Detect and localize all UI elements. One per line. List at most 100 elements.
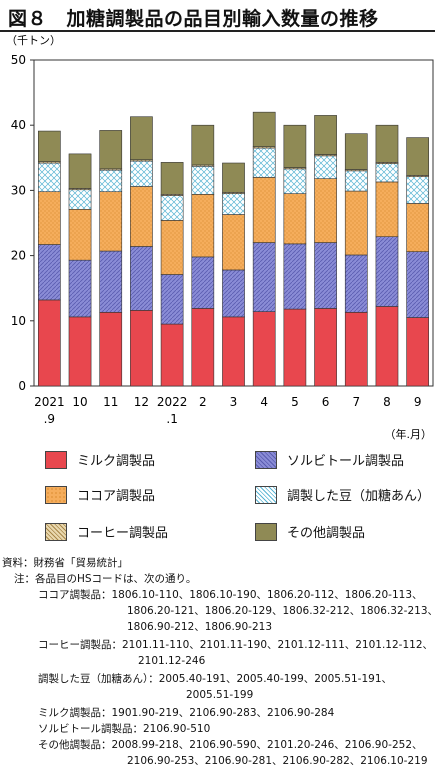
y-tick-label: 50 bbox=[11, 53, 26, 67]
x-tick-label: 5 bbox=[291, 395, 299, 409]
bar-segment-other bbox=[37, 130, 61, 163]
bar-segment-bean bbox=[283, 168, 307, 194]
y-tick-label: 20 bbox=[11, 249, 26, 263]
bar-segment-bean bbox=[375, 163, 399, 183]
bar-segment-bean bbox=[68, 189, 92, 210]
bar-segment-sorbitol bbox=[222, 269, 245, 318]
bar-segment-sorbitol bbox=[191, 256, 215, 309]
bar-segment-sorbitol bbox=[406, 251, 430, 318]
bar-segment-other bbox=[252, 111, 276, 148]
legend-swatch-coffee bbox=[45, 522, 67, 541]
bar-segment-milk bbox=[191, 308, 215, 387]
legend-label-coffee: コーヒー調製品 bbox=[77, 526, 169, 541]
legend-item-other: その他調製品 bbox=[255, 522, 365, 541]
title-underline bbox=[0, 30, 435, 32]
x-tick-label: 8 bbox=[383, 395, 391, 409]
bar-segment-milk bbox=[37, 299, 61, 387]
bar-segment-bean bbox=[222, 193, 245, 215]
legend-swatch-bean bbox=[255, 485, 277, 504]
bar-segment-milk bbox=[160, 323, 184, 387]
bar-segment-bean bbox=[406, 176, 430, 204]
y-tick-label: 0 bbox=[18, 379, 26, 393]
bar-segment-other bbox=[314, 115, 337, 155]
bar-segment-other bbox=[344, 133, 368, 170]
legend-label-sorbitol: ソルビトール調製品 bbox=[287, 454, 405, 469]
bar-segment-cocoa bbox=[130, 186, 153, 247]
bar-segment-sorbitol bbox=[68, 259, 92, 318]
coffee-hs-codes-line-1: コーヒー調製品：2101.11-110、2101.11-190、2101.12-… bbox=[38, 639, 434, 651]
bar-segment-other bbox=[406, 137, 430, 176]
chart-area: （千トン） （年.月） 0 10 20 30 40 50 2021 .9 10 11 12 2022.… bbox=[6, 34, 434, 440]
legend-swatch-sorbitol bbox=[255, 450, 277, 469]
bar-segment-cocoa bbox=[191, 194, 215, 258]
bar-segment-bean bbox=[99, 169, 123, 193]
bar-segment-cocoa bbox=[160, 220, 184, 275]
legend: ミルク調製品 ソルビトール調製品 ココア調製品 調製した豆（加糖あん） コーヒー… bbox=[0, 440, 435, 560]
x-tick-label: 2 bbox=[199, 395, 207, 409]
chart-title: 図８ 加糖調製品の品目別輸入数量の推移 bbox=[8, 8, 379, 30]
bar-segment-other bbox=[375, 124, 399, 163]
x-unit-label: （年.月） bbox=[385, 427, 433, 440]
bar-segment-sorbitol bbox=[99, 250, 123, 313]
bar-segment-bean bbox=[314, 155, 337, 179]
legend-swatch-milk bbox=[45, 450, 67, 469]
legend-item-coffee: コーヒー調製品 bbox=[45, 522, 168, 541]
bar-segment-sorbitol bbox=[375, 236, 399, 307]
bean-hs-codes-line-2: 2005.51-199 bbox=[186, 689, 254, 701]
x-tick-label: 12 bbox=[134, 395, 149, 409]
x-tick-label: .9 bbox=[44, 412, 55, 426]
bar-segment-bean bbox=[130, 160, 153, 187]
x-tick-label: 9 bbox=[414, 395, 422, 409]
other-hs-codes-line-1: その他調製品：2008.99-218、2106.90-590、2101.20-2… bbox=[38, 739, 423, 751]
bar-segment-cocoa bbox=[68, 209, 92, 261]
bar-segment-other bbox=[68, 153, 92, 189]
y-tick-label: 40 bbox=[11, 118, 26, 132]
legend-swatch-other bbox=[255, 522, 277, 541]
legend-label-cocoa: ココア調製品 bbox=[77, 489, 156, 504]
bar-segment-sorbitol bbox=[37, 244, 61, 301]
bar-segment-bean bbox=[191, 165, 215, 195]
bar-segment-milk bbox=[68, 316, 92, 387]
cocoa-hs-codes-line-1: ココア調製品：1806.10-110、1806.10-190、1806.20-1… bbox=[38, 589, 423, 601]
legend-label-bean: 調製した豆（加糖あん） bbox=[287, 489, 431, 504]
coffee-hs-codes-line-2: 2101.12-246 bbox=[138, 655, 206, 667]
bar-segment-other bbox=[283, 124, 307, 168]
x-tick-label: 11 bbox=[103, 395, 118, 409]
bar-segment-other bbox=[130, 116, 153, 161]
y-unit-label: （千トン） bbox=[6, 34, 61, 47]
bar-segment-milk bbox=[252, 311, 276, 387]
hs-code-note-heading: 注：各品目のHSコードは、次の通り。 bbox=[14, 573, 197, 585]
bar-segment-milk bbox=[283, 308, 307, 387]
bar-segment-milk bbox=[314, 308, 337, 387]
legend-swatch-cocoa bbox=[45, 485, 67, 504]
plot-area: 0 10 20 30 40 50 2021 .9 10 11 12 2022 .1 2 3 4 5 6 7 8 9 bbox=[11, 53, 434, 426]
bar-segment-cocoa bbox=[99, 191, 123, 252]
bar-segment-cocoa bbox=[344, 190, 368, 256]
x-tick-label: 7 bbox=[352, 395, 360, 409]
bar-segment-cocoa bbox=[375, 181, 399, 237]
bar-segment-milk bbox=[344, 312, 368, 387]
bar-segment-sorbitol bbox=[252, 242, 276, 312]
bar-segment-sorbitol bbox=[130, 246, 153, 311]
sorbitol-hs-codes: ソルビトール調製品：2106.90-510 bbox=[38, 723, 211, 735]
bar-segment-cocoa bbox=[283, 193, 307, 245]
bar-segment-cocoa bbox=[222, 214, 245, 271]
bar-segment-sorbitol bbox=[283, 243, 307, 310]
legend-item-bean: 調製した豆（加糖あん） bbox=[255, 485, 430, 504]
legend-item-sorbitol: ソルビトール調製品 bbox=[255, 450, 404, 469]
bar-segment-bean bbox=[160, 195, 184, 221]
bar-segment-cocoa bbox=[37, 191, 61, 245]
bar-segment-milk bbox=[222, 316, 245, 387]
bar-segment-sorbitol bbox=[160, 274, 184, 325]
bar-segment-milk bbox=[99, 312, 123, 387]
cocoa-hs-codes-line-2: 1806.20-121、1806.20-129、1806.32-212、1806… bbox=[127, 605, 435, 617]
x-tick-label: 4 bbox=[260, 395, 268, 409]
x-tick-label: 6 bbox=[322, 395, 330, 409]
bar-segment-other bbox=[191, 124, 215, 166]
legend-label-milk: ミルク調製品 bbox=[77, 454, 156, 469]
other-hs-codes-line-2: 2106.90-253、2106.90-281、2106.90-282、2106… bbox=[127, 755, 428, 767]
x-tick-label: 3 bbox=[230, 395, 238, 409]
bar-segment-sorbitol bbox=[344, 254, 368, 313]
bar-segment-bean bbox=[252, 147, 276, 178]
bar-segment-milk bbox=[406, 317, 430, 387]
